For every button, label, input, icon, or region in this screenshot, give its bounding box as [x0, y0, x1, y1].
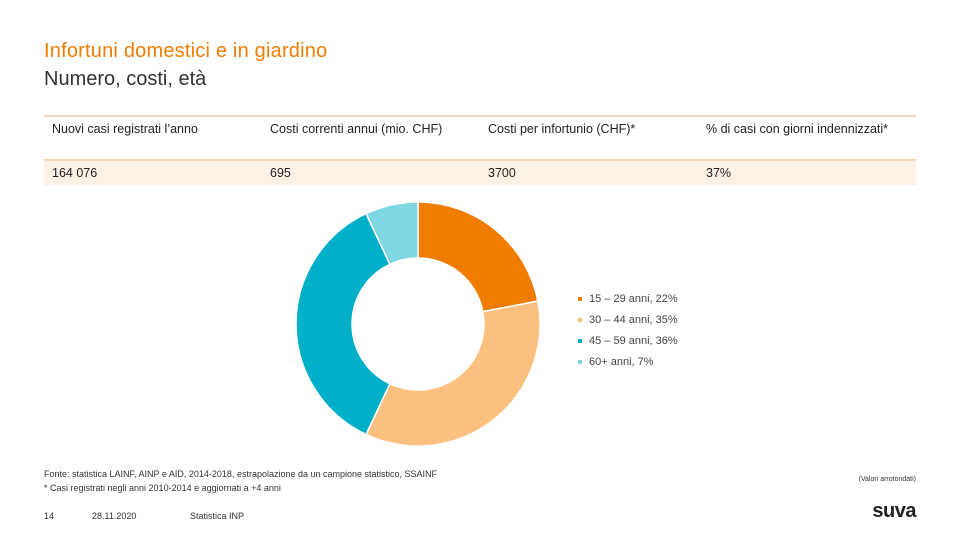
table-header-row: Nuovi casi registrati l’anno Costi corre…	[44, 117, 916, 161]
age-donut-chart	[295, 201, 541, 447]
legend-swatch	[578, 296, 582, 301]
slide-title: Infortuni domestici e in giardino	[44, 40, 328, 62]
chart-legend: 15 – 29 anni, 22% 30 – 44 anni, 35% 45 –…	[578, 288, 678, 372]
donut-slice	[365, 201, 419, 266]
donut-slice	[295, 212, 391, 436]
header-cell-new-cases: Nuovi casi registrati l’anno	[52, 122, 198, 136]
value-cell-cost-per-accident: 3700	[488, 166, 516, 180]
table-top-border	[44, 115, 916, 117]
table-data-row: 164 076 695 3700 37%	[44, 161, 916, 185]
header-cell-cost-per-accident: Costi per infortunio (CHF)*	[488, 122, 636, 136]
footnote-source: Fonte: statistica LAINF, AINP e AID, 201…	[44, 469, 438, 479]
legend-item: 30 – 44 anni, 35%	[578, 309, 678, 330]
legend-swatch	[578, 338, 582, 343]
rounded-values-note: (Valori arrotondati)	[858, 476, 916, 483]
value-cell-new-cases: 164 076	[52, 166, 98, 180]
donut-slice	[417, 201, 539, 313]
suva-logo: suva	[872, 500, 916, 522]
legend-label: 60+ anni, 7%	[589, 355, 654, 368]
legend-item: 60+ anni, 7%	[578, 351, 678, 372]
header-cell-annual-costs: Costi correnti annui (mio. CHF)	[270, 122, 443, 136]
value-cell-compensated-days: 37%	[706, 166, 732, 180]
slide-subtitle: Numero, costi, età	[44, 68, 207, 90]
legend-label: 30 – 44 anni, 35%	[589, 313, 678, 326]
legend-swatch	[578, 317, 582, 322]
stats-table: Nuovi casi registrati l’anno Costi corre…	[44, 115, 916, 185]
footer-date: 28.11.2020	[92, 511, 137, 521]
legend-label: 15 – 29 anni, 22%	[589, 292, 678, 305]
legend-item: 45 – 59 anni, 36%	[578, 330, 678, 351]
source-footnote: Fonte: statistica LAINF, AINP e AID, 201…	[44, 467, 437, 495]
footnote-asterisk: * Casi registrati negli anni 2010-2014 e…	[44, 483, 281, 493]
legend-swatch	[578, 359, 582, 364]
legend-item: 15 – 29 anni, 22%	[578, 288, 678, 309]
header-cell-compensated-days: % di casi con giorni indennizzati*	[706, 122, 889, 136]
legend-label: 45 – 59 anni, 36%	[589, 334, 678, 347]
value-cell-annual-costs: 695	[270, 166, 291, 180]
donut-slice	[365, 300, 541, 447]
footer-label: Statistica INP	[190, 511, 245, 521]
page-number: 14	[44, 511, 55, 521]
